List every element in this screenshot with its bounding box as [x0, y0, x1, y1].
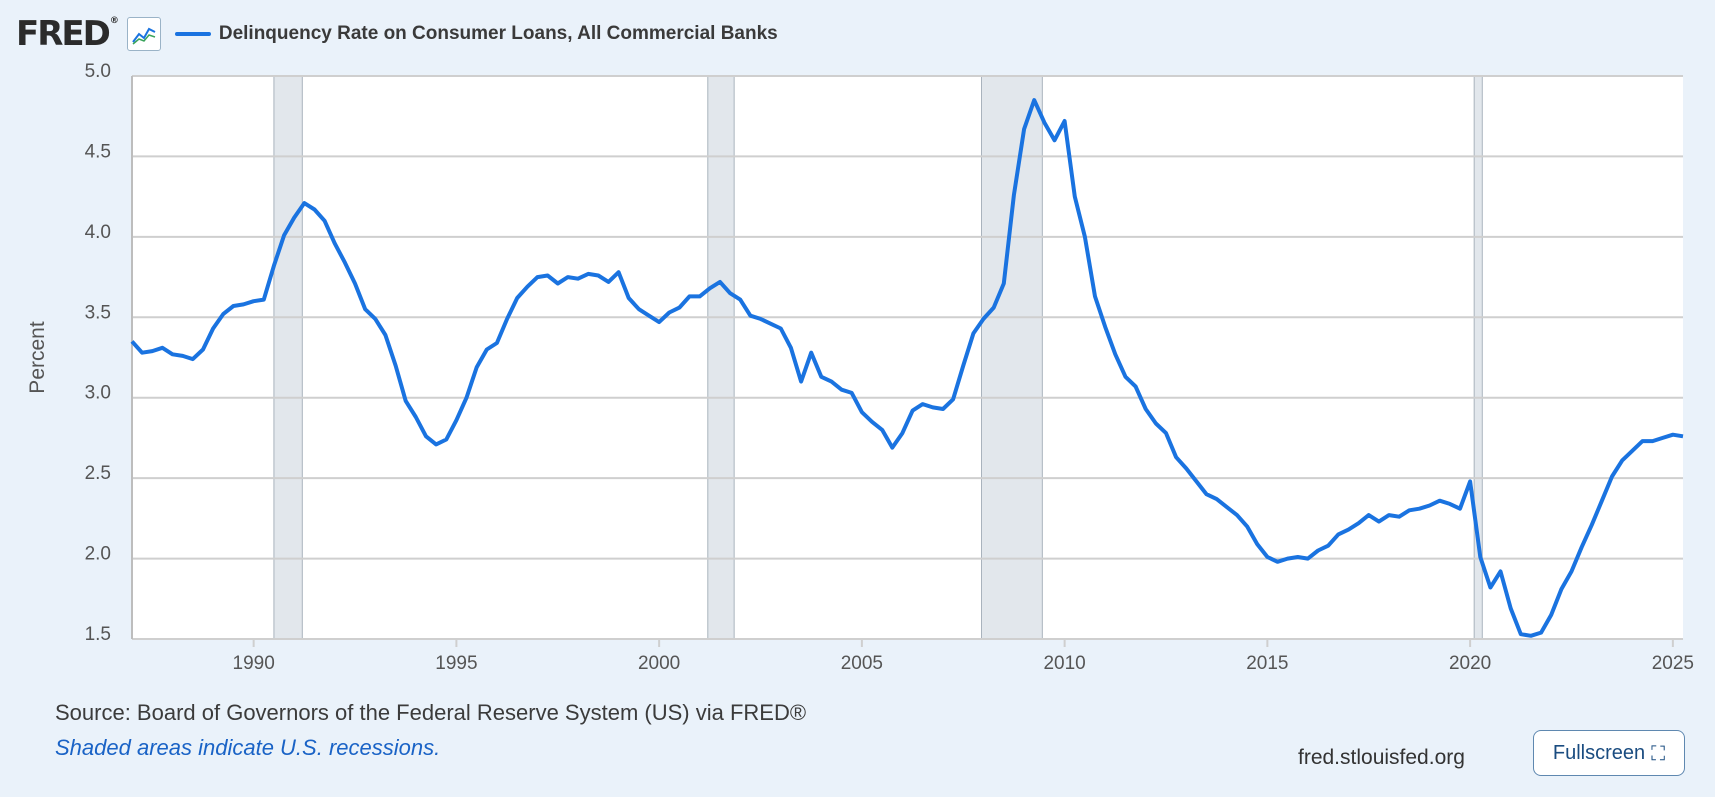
- series-title[interactable]: Delinquency Rate on Consumer Loans, All …: [218, 23, 778, 44]
- recession-shading: [273, 75, 1483, 640]
- y-axis-ticks: 5.0 4.5 4.0 3.5 3.0 2.5 2.0 1.5: [85, 61, 111, 645]
- y-tick-label: 3.5: [85, 302, 111, 323]
- y-tick-label: 4.0: [85, 222, 111, 243]
- x-tick-label: 2005: [841, 653, 883, 674]
- x-tick-label: 2020: [1449, 653, 1491, 674]
- chart-area: 5.0 4.5 4.0 3.5 3.0 2.5 2.0 1.5 1990 1995 2000 200…: [26, 61, 1694, 674]
- y-tick-label: 2.0: [85, 544, 111, 565]
- y-axis-label: Percent: [26, 321, 49, 394]
- series-line[interactable]: [130, 98, 1684, 638]
- gridlines: [131, 75, 1683, 640]
- y-tick-label: 2.5: [85, 463, 111, 484]
- recession-band: [273, 75, 303, 640]
- recession-band: [981, 75, 1043, 640]
- x-axis-ticks: 1990 1995 2000 2005 2010 2015 2020 2025: [233, 639, 1694, 674]
- line-chart-icon[interactable]: [126, 17, 161, 51]
- x-tick-label: 2010: [1043, 653, 1085, 674]
- fred-logo[interactable]: FRED®: [16, 14, 119, 54]
- x-tick-label: 2015: [1246, 653, 1288, 674]
- legend-swatch: [174, 32, 211, 36]
- source-text: Source: Board of Governors of the Federa…: [55, 700, 807, 725]
- y-tick-label: 3.0: [85, 383, 111, 404]
- plot-background: [132, 76, 1683, 639]
- x-tick-label: 1995: [435, 653, 477, 674]
- x-tick-label: 1990: [233, 653, 275, 674]
- site-link[interactable]: fred.stlouisfed.org: [1298, 746, 1465, 769]
- y-tick-label: 5.0: [85, 61, 111, 82]
- y-tick-label: 1.5: [85, 624, 111, 645]
- fullscreen-label: Fullscreen: [1552, 741, 1646, 764]
- chart-header: FRED® Delinquency Rate on Consumer Loans…: [16, 14, 778, 54]
- fullscreen-button[interactable]: Fullscreen ⛶: [1533, 730, 1685, 776]
- y-tick-label: 4.5: [85, 141, 111, 162]
- recession-band: [707, 75, 735, 640]
- recession-note: Shaded areas indicate U.S. recessions.: [55, 735, 441, 760]
- x-tick-label: 2000: [638, 653, 680, 674]
- expand-icon: ⛶: [1651, 741, 1666, 765]
- x-tick-label: 2025: [1652, 653, 1694, 674]
